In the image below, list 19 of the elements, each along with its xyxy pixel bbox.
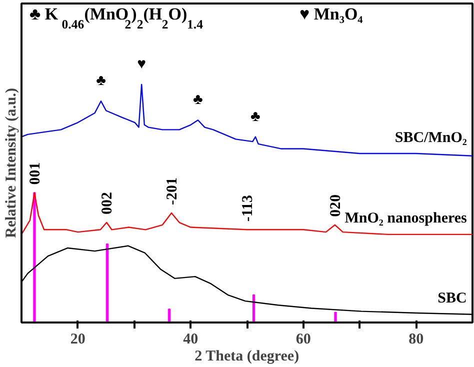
x-tick-label: 40 bbox=[183, 332, 198, 348]
text: ♥ Mn₃O₄ bbox=[300, 4, 363, 24]
x-tick-label: 60 bbox=[296, 332, 311, 348]
x-tick-label: 20 bbox=[70, 332, 86, 348]
x-tick-label: 80 bbox=[408, 332, 424, 348]
annotation: 020 bbox=[328, 194, 344, 217]
annotation: ♣ bbox=[96, 73, 106, 90]
annotation: ♥ bbox=[137, 56, 146, 72]
x-axis-title: 2 Theta (degree) bbox=[194, 348, 300, 364]
annotation: -201 bbox=[164, 177, 180, 205]
annotation: ♣ bbox=[250, 108, 261, 125]
series-label: SBC/MnO₂ bbox=[394, 130, 468, 146]
annotation: 001 bbox=[27, 162, 44, 185]
y-axis-title: Relative Intensity (a.u.) bbox=[4, 88, 20, 238]
annotation: 002 bbox=[100, 192, 116, 215]
series-label: MnO₂ nanospheres bbox=[344, 210, 468, 226]
annotation: ♣ bbox=[193, 92, 204, 108]
series-label: SBC bbox=[438, 290, 467, 306]
annotation: -113 bbox=[240, 194, 256, 222]
